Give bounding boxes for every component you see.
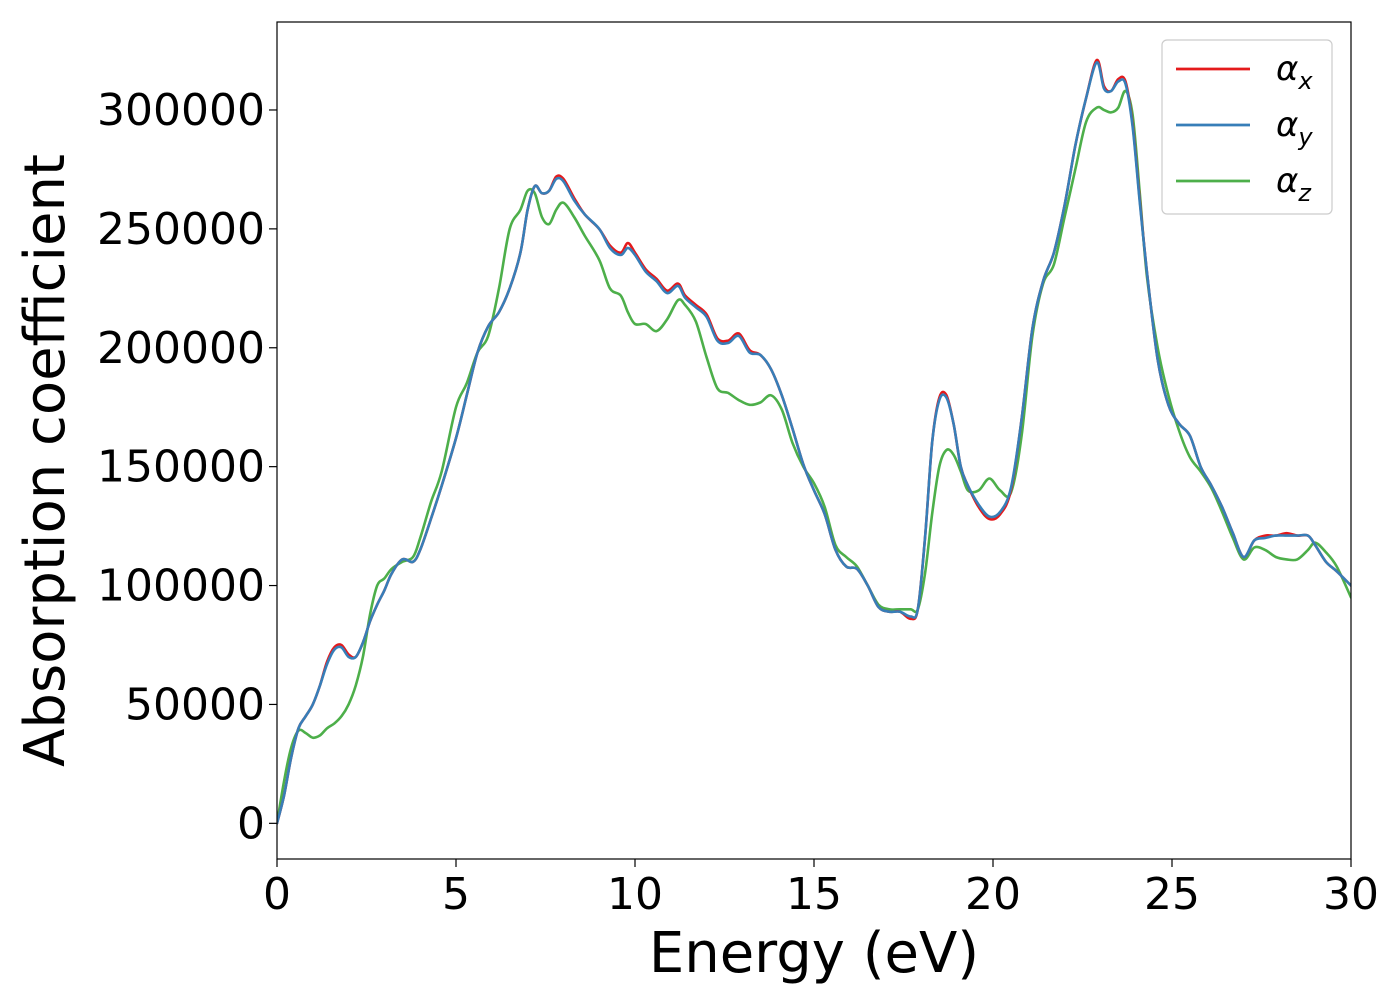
legend-box [1161, 39, 1333, 215]
y-tick-label: 0 [237, 798, 265, 849]
x-tick-label: 25 [1144, 869, 1200, 920]
x-tick-label: 5 [442, 869, 470, 920]
x-tick-label: 0 [263, 869, 291, 920]
y-axis-title: Absorption coefficient [13, 154, 78, 767]
y-tick-label: 300000 [97, 85, 265, 136]
x-tick-label: 15 [786, 869, 842, 920]
y-tick-label: 100000 [97, 561, 265, 612]
series-layer [277, 58, 1351, 825]
legend-label-alpha-x: αx [1276, 49, 1313, 95]
y-axis-ticks: 0 50000 100000 150000 200000 250000 300000 [97, 85, 277, 849]
legend-label-alpha-y: αy [1276, 105, 1313, 151]
y-tick-label: 50000 [125, 679, 265, 730]
series-line-alpha-y [277, 61, 1351, 825]
y-tick-label: 250000 [97, 204, 265, 255]
x-axis-title: Energy (eV) [649, 921, 979, 986]
x-tick-label: 20 [965, 869, 1021, 920]
y-tick-label: 200000 [97, 323, 265, 374]
x-axis-ticks: 0 5 10 15 20 25 30 [263, 859, 1379, 920]
x-tick-label: 10 [607, 869, 663, 920]
y-tick-label: 150000 [97, 442, 265, 493]
legend: αx αy αz [1161, 39, 1333, 215]
legend-label-alpha-z: αz [1276, 161, 1312, 207]
x-tick-label: 30 [1323, 869, 1379, 920]
